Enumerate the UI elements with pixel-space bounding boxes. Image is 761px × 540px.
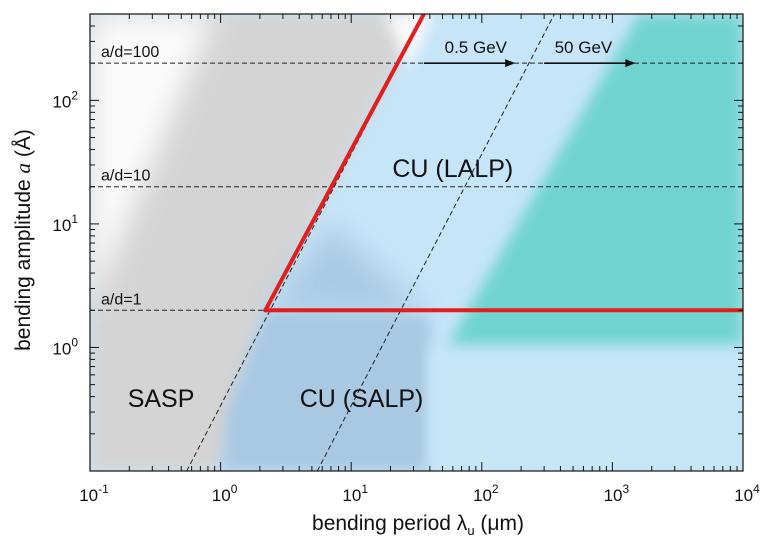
reference-label-2: a/d=10: [101, 168, 150, 185]
sasp-region: [90, 14, 424, 471]
x-tick-label: 101: [342, 482, 368, 505]
salp-light-region: [429, 350, 743, 471]
x-tick-label: 102: [473, 482, 499, 505]
region-label-1: SASP: [128, 385, 195, 413]
y-tick-label: 102: [52, 88, 78, 111]
y-axis-title: bending amplitude a (Å): [11, 129, 35, 351]
y-tick-label: 100: [52, 335, 78, 358]
labels-layer: a/d=100 a/d=10 a/d=1 0.5 GeV 50 GeV SASP CU (S…: [101, 38, 636, 413]
reference-label-1: a/d=100: [101, 44, 159, 61]
x-tick-label: 10-1: [79, 482, 109, 505]
x-axis-title: bending period λu (μm): [312, 512, 524, 538]
x-tick-label: 100: [212, 482, 238, 505]
regions-layer: [90, 14, 743, 471]
y-tick-label: 101: [52, 212, 78, 235]
plot-frame: [89, 13, 744, 472]
reference-label-3: a/d=1: [101, 291, 142, 308]
teal-region: [447, 14, 743, 345]
energy-label-1: 0.5 GeV: [445, 38, 508, 57]
salp-wedge: [265, 223, 430, 316]
ticks-layer: 10-1 100 101 102 103 104 100 101 102: [52, 13, 760, 505]
x-tick-label: 104: [734, 482, 760, 505]
salp-region: [220, 310, 430, 471]
energy-line-2: [316, 14, 555, 471]
energy-label-2: 50 GeV: [555, 38, 613, 57]
white-glow-left: [90, 14, 215, 311]
arrow-head-2: [625, 59, 636, 68]
energy-line-1: [186, 14, 425, 471]
region-label-2: CU (SALP): [300, 385, 424, 413]
arrow-head-1: [505, 59, 516, 68]
x-tick-label: 103: [604, 482, 630, 505]
boundary-line-2: [263, 14, 426, 313]
region-label-3: CU (LALP): [392, 155, 513, 183]
